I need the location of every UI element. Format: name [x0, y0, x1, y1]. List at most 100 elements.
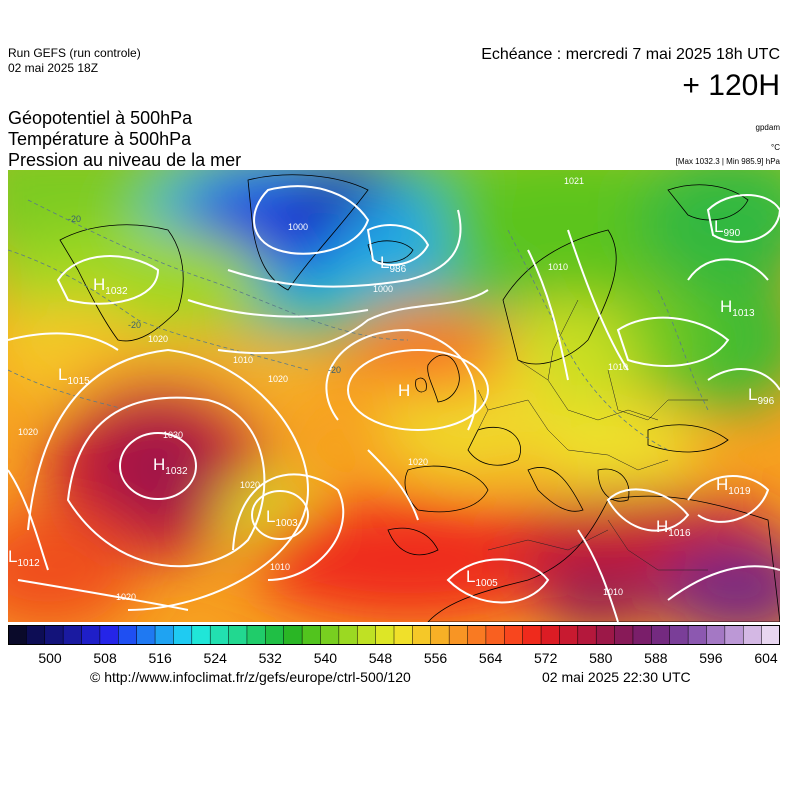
param-temperature: Température à 500hPa [8, 129, 192, 149]
geopotential-field [8, 170, 780, 622]
isobar-label: 1030 [163, 430, 183, 440]
isobar-label: 1010 [270, 562, 290, 572]
colorbar-swatch [191, 625, 211, 645]
colorbar-swatch [467, 625, 487, 645]
colorbar-tick-label: 548 [368, 650, 393, 666]
colorbar-swatch [706, 625, 726, 645]
colorbar-tick-label: 604 [754, 650, 778, 666]
isotherm-label: -20 [128, 320, 141, 330]
isobar-label: 1000 [288, 222, 308, 232]
colorbar-swatch [687, 625, 708, 645]
low-pressure-center: L990 [714, 217, 741, 239]
unit-gpdam: gpdam [755, 123, 780, 132]
colorbar-swatch [485, 625, 506, 645]
isobar-label: 1020 [116, 592, 136, 602]
isobar-label: 1020 [408, 457, 428, 467]
isotherm-label: -20 [328, 365, 341, 375]
colorbar-tick-label: 540 [313, 650, 338, 666]
isotherm-labels: -20 -20 -20 [68, 214, 341, 375]
param-geopotential: Géopotentiel à 500hPa [8, 108, 193, 128]
coastlines [59, 174, 780, 622]
colorbar-swatch [301, 625, 322, 645]
colorbar-swatch [577, 625, 597, 645]
colorbar-swatch [338, 625, 358, 645]
run-date: 02 mai 2025 18Z [8, 61, 99, 75]
forecast-valid-time: Echéance : mercredi 7 mai 2025 18h UTC [481, 46, 780, 63]
colorbar-swatch [320, 625, 340, 645]
param-pressure: Pression au niveau de la mer [8, 150, 242, 170]
low-pressure-center: L986 [380, 253, 407, 275]
isotherms [8, 199, 709, 451]
colorbar-swatch [761, 625, 780, 645]
colorbar-tick-label: 556 [423, 650, 448, 666]
low-pressure-center: L1003 [266, 507, 298, 529]
colorbar-swatch [540, 625, 561, 645]
colorbar-tick-label: 564 [478, 650, 503, 666]
source-url[interactable]: © http://www.infoclimat.fr/z/gefs/europe… [90, 669, 411, 685]
colorbar-tick-label: 580 [589, 650, 613, 666]
isobar-label: 1020 [268, 374, 288, 384]
colorbar-swatch [412, 625, 432, 645]
isobar-label: 1020 [240, 480, 260, 490]
colorbar-tick-label: 532 [258, 650, 282, 666]
colorbar-swatch [173, 625, 193, 645]
isobar-label: 1010 [608, 362, 628, 372]
isobar-label: 1021 [564, 176, 584, 186]
colorbar-swatch [448, 625, 469, 645]
colorbar-swatch [283, 625, 303, 645]
colorbar-swatch [8, 625, 28, 645]
colorbar-tick-label: 524 [203, 650, 227, 666]
colorbar-tick-label: 508 [93, 650, 117, 666]
colorbar-swatch [136, 625, 156, 645]
colorbar-swatch [614, 625, 634, 645]
high-pressure-center: H1032 [153, 455, 188, 477]
country-borders [477, 299, 708, 571]
colorbar-swatch [375, 625, 395, 645]
colorbar-swatch [430, 625, 450, 645]
colorbar-swatch [632, 625, 653, 645]
generated-time: 02 mai 2025 22:30 UTC [542, 669, 691, 685]
colorbar-swatch [265, 625, 285, 645]
high-pressure-center: H1019 [716, 475, 751, 497]
colorbar-swatch [393, 625, 414, 645]
isobar-label: 1020 [18, 427, 38, 437]
low-pressure-center: L1012 [8, 547, 40, 569]
colorbar-swatch [742, 625, 763, 645]
colorbar-swatch [209, 625, 230, 645]
lead-time: + 120H [682, 69, 780, 102]
isobars [8, 185, 780, 622]
colorbar-swatch [62, 625, 83, 645]
colorbar-swatch [504, 625, 524, 645]
unit-degc: °C [771, 143, 780, 152]
isobar-label: 1000 [373, 284, 393, 294]
isobar-label: 1010 [233, 355, 253, 365]
isobar-label: 1010 [548, 262, 568, 272]
colorbar-swatch [81, 625, 101, 645]
colorbar-tick-label: 596 [699, 650, 723, 666]
colorbar-tick-label: 572 [534, 650, 558, 666]
colorbar-swatch [559, 625, 579, 645]
low-pressure-center: L1015 [58, 365, 90, 387]
isobar-labels: 1000 1000 1010 1010 1010 1020 1020 1020 … [18, 176, 628, 602]
colorbar-swatch [154, 625, 175, 645]
weather-map: 1000 1000 1010 1010 1010 1020 1020 1020 … [8, 170, 780, 622]
colorbar-swatch [724, 625, 744, 645]
high-pressure-center: H1013 [720, 297, 755, 319]
colorbar-swatch [99, 625, 120, 645]
isobar-label: 1020 [148, 334, 168, 344]
isobar-label: 1010 [603, 587, 623, 597]
high-pressure-center: H1016 [656, 517, 691, 539]
colorbar-tick-label: 588 [644, 650, 668, 666]
isotherm-label: -20 [68, 214, 81, 224]
run-label: Run GEFS (run controle) [8, 46, 141, 60]
colorbar [8, 625, 780, 645]
low-pressure-center: L996 [748, 385, 775, 407]
colorbar-swatch [26, 625, 46, 645]
low-pressure-center: L1005 [466, 567, 498, 589]
colorbar-swatch [118, 625, 138, 645]
colorbar-swatch [669, 625, 689, 645]
colorbar-swatch [44, 625, 64, 645]
colorbar-swatch [356, 625, 377, 645]
pressure-centers: H1032 H1032 H H1013 H1016 H1019 L990 L986 L996 L1… [8, 217, 775, 589]
colorbar-swatch [595, 625, 616, 645]
